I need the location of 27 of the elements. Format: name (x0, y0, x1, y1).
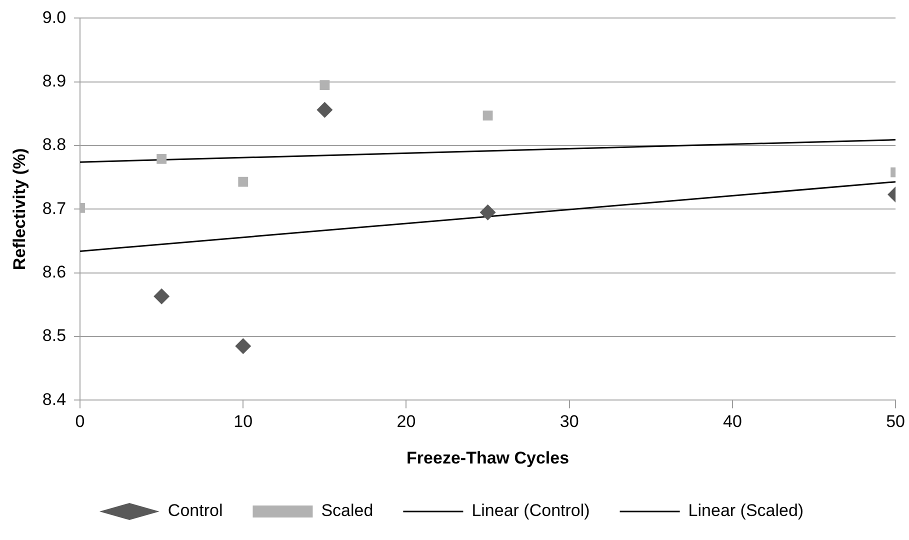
x-tick-label: 30 (560, 412, 579, 432)
y-tick-label: 8.4 (42, 390, 66, 409)
y-tick-label: 8.9 (42, 72, 66, 91)
x-tick-label: 0 (75, 412, 85, 432)
y-tick-label: 8.7 (42, 198, 66, 218)
point (154, 288, 170, 304)
legend-label: Linear (Scaled) (688, 501, 804, 520)
point (480, 204, 496, 220)
point (235, 338, 252, 354)
y-tick-label: 8.6 (42, 262, 66, 282)
x-axis-title: Freeze-Thaw Cycles (406, 448, 570, 468)
x-tick-label: 40 (722, 412, 742, 432)
x-tick-label: 20 (396, 412, 416, 432)
x-tick-label: 50 (886, 412, 906, 432)
y-tick-label: 8.8 (42, 135, 66, 154)
legend-label: Linear (Control) (472, 501, 590, 520)
legend-label: Control (168, 501, 223, 520)
legend-label: Scaled (321, 501, 374, 520)
point (238, 176, 248, 187)
point (482, 110, 493, 121)
y-tick-label: 8.5 (42, 326, 66, 346)
y-axis-title: Reflectivity (%) (10, 148, 29, 270)
point (156, 154, 167, 164)
point (320, 80, 330, 90)
y-tick-label: 9.0 (42, 8, 66, 27)
x-tick-label: 10 (234, 412, 253, 432)
point (316, 102, 333, 118)
